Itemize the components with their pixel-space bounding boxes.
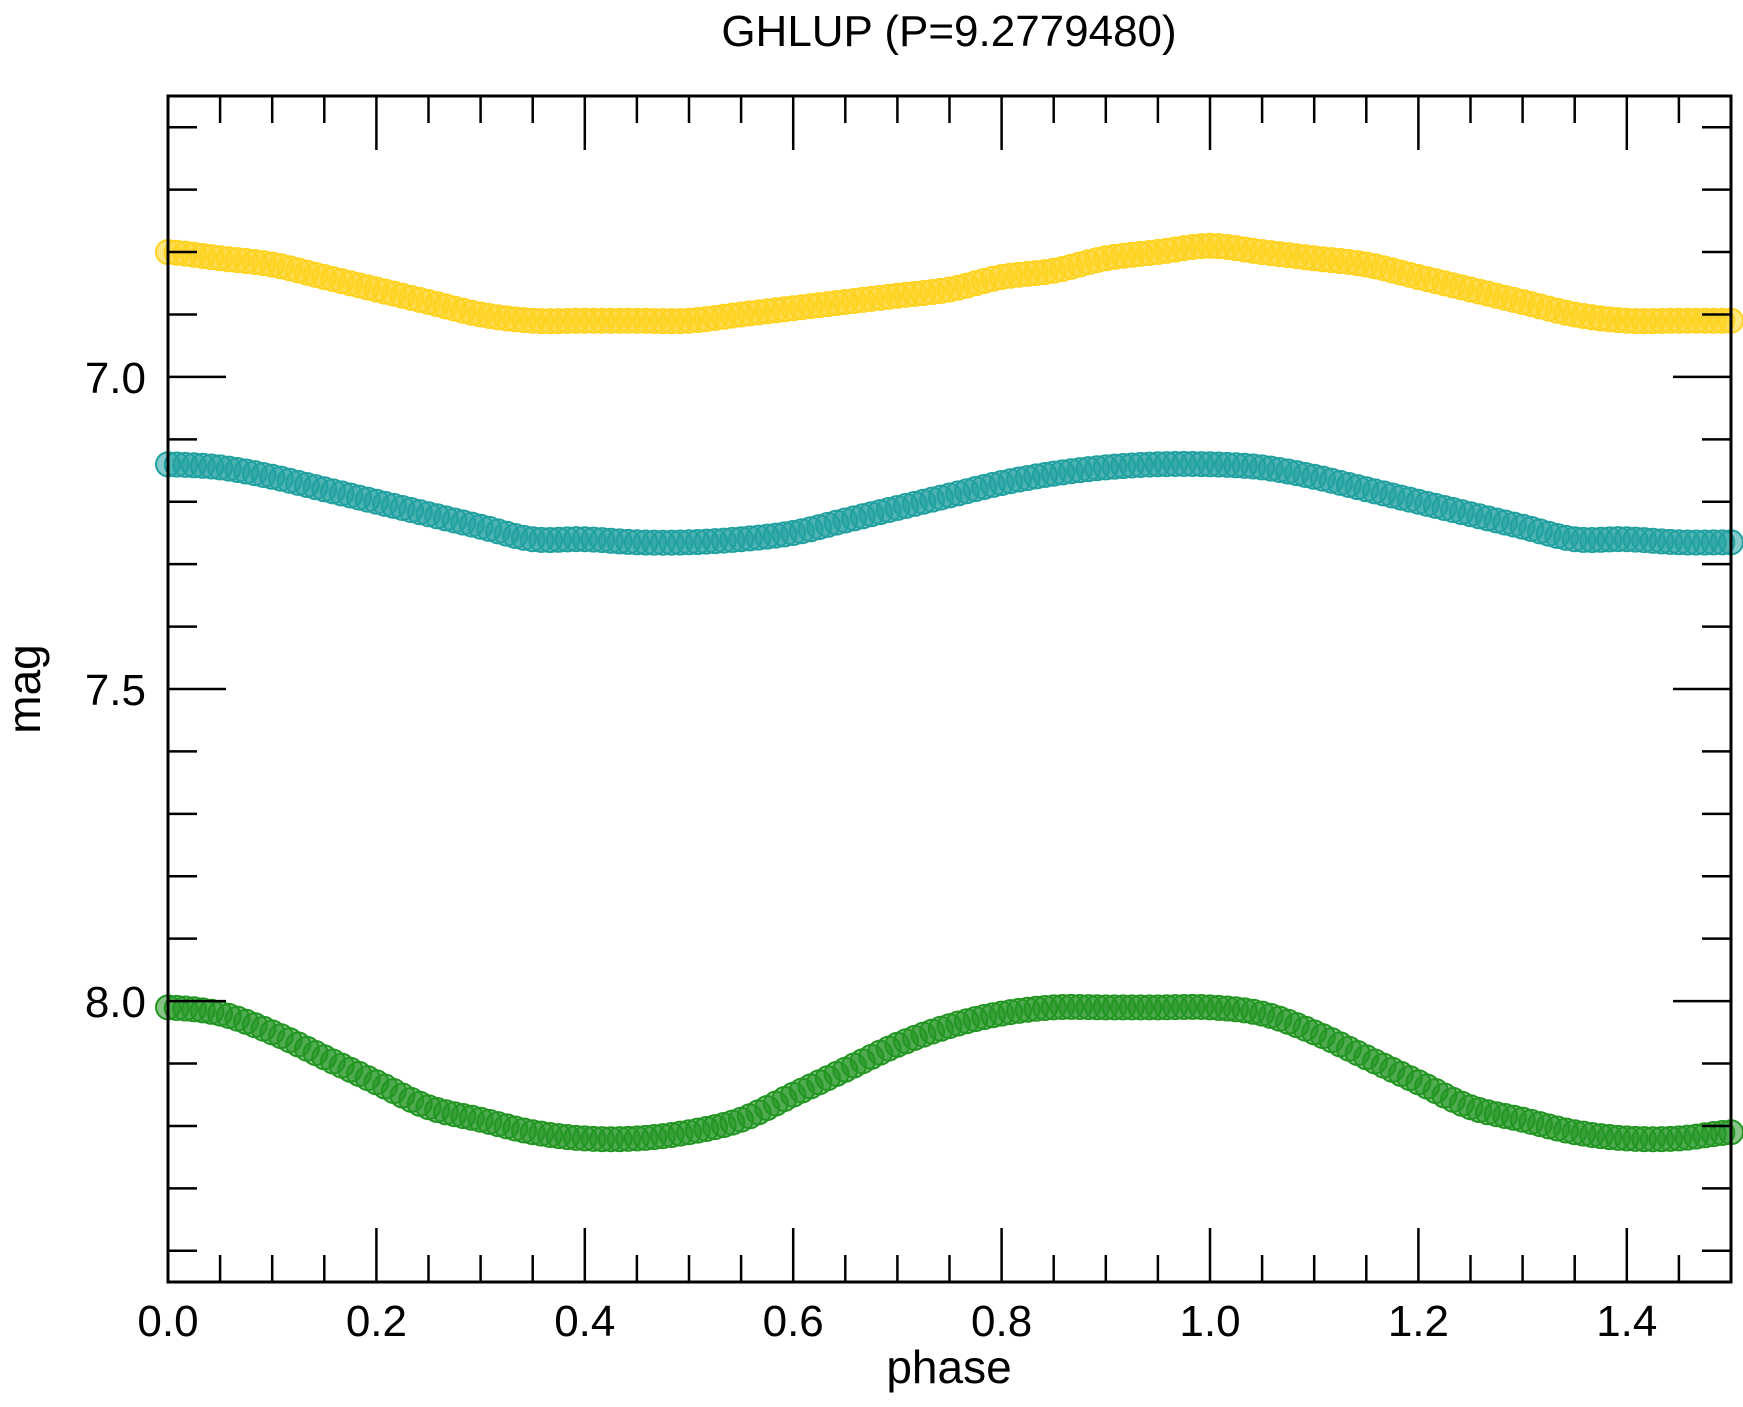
x-tick-label: 1.0 <box>1179 1297 1240 1346</box>
x-tick-label: 0.8 <box>971 1297 1032 1346</box>
ticks-layer <box>166 96 1733 1282</box>
x-tick-label: 1.2 <box>1388 1297 1449 1346</box>
x-tick-label: 1.4 <box>1596 1297 1657 1346</box>
y-tick-label: 8.0 <box>85 978 146 1027</box>
x-axis-label: phase <box>886 1341 1011 1393</box>
y-tick-label: 7.5 <box>85 666 146 715</box>
y-axis-label: mag <box>0 644 50 733</box>
series-layer <box>155 232 1743 1153</box>
series-2 <box>155 993 1743 1153</box>
chart-title: GHLUP (P=9.2779480) <box>721 7 1176 56</box>
x-tick-label: 0.6 <box>763 1297 824 1346</box>
x-tick-label: 0.2 <box>346 1297 407 1346</box>
series-1 <box>155 450 1743 556</box>
x-tick-label: 0.4 <box>554 1297 615 1346</box>
series-0 <box>155 232 1743 335</box>
tick-labels-layer: 0.0 0.2 0.4 0.6 0.8 1.0 1.2 1.4 7.0 7.5 8.0 <box>85 354 1658 1346</box>
y-tick-label: 7.0 <box>85 354 146 403</box>
x-tick-label: 0.0 <box>137 1297 198 1346</box>
